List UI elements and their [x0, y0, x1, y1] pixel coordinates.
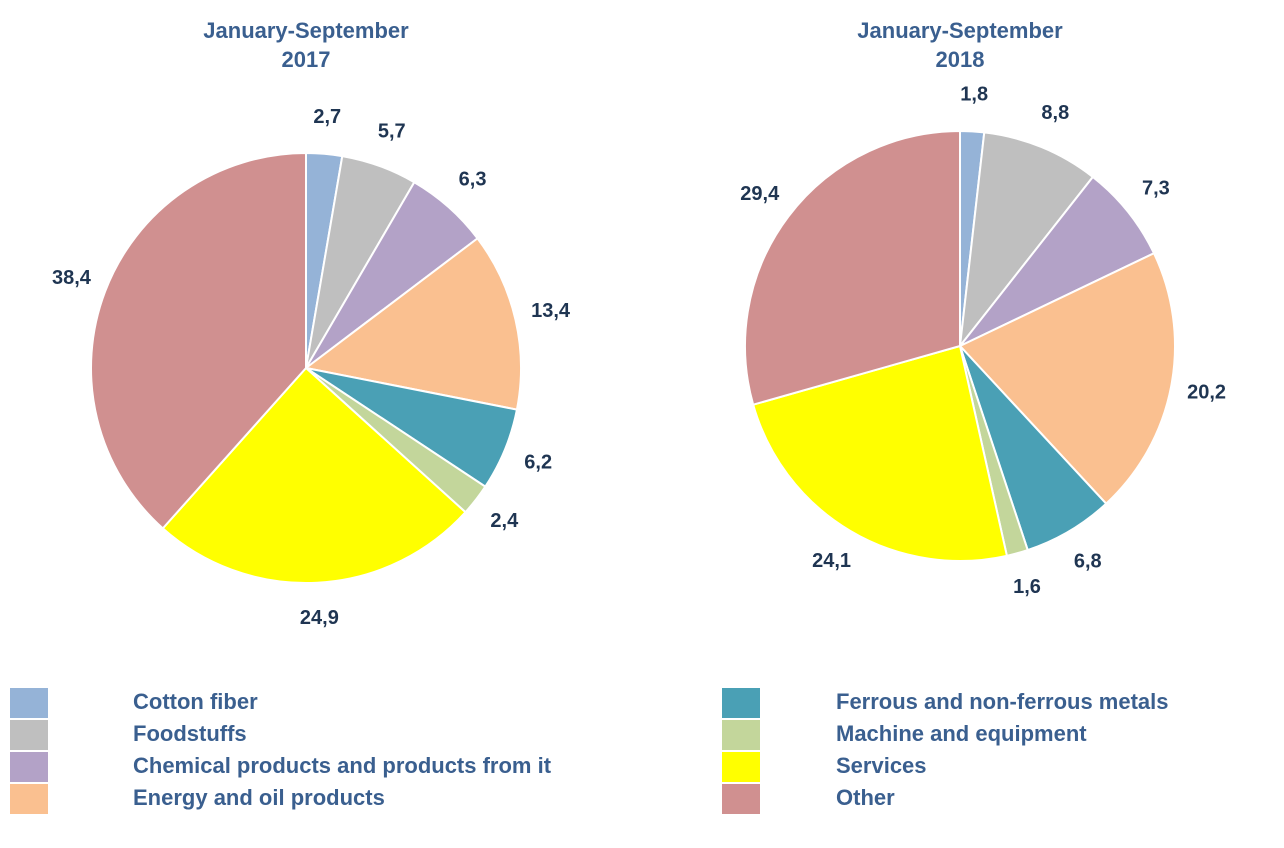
legend-swatch — [722, 720, 760, 750]
data-label: 6,2 — [524, 452, 552, 474]
data-label: 24,1 — [812, 550, 851, 572]
data-label: 29,4 — [740, 183, 780, 205]
data-label: 2,4 — [490, 510, 519, 532]
legend-label: Other — [836, 785, 895, 810]
data-label: 5,7 — [378, 120, 406, 142]
data-label: 24,9 — [300, 607, 339, 629]
data-label: 8,8 — [1041, 102, 1069, 124]
legend-label: Machine and equipment — [836, 721, 1087, 746]
legend-label: Ferrous and non-ferrous metals — [836, 689, 1169, 714]
data-label: 6,3 — [459, 169, 487, 191]
pie-slice — [959, 175, 1156, 347]
data-label: 13,4 — [531, 300, 571, 322]
pie-slice — [90, 151, 307, 530]
legend-label: Foodstuffs — [133, 721, 247, 746]
legend-swatch — [722, 688, 760, 718]
legend-label: Energy and oil products — [133, 785, 385, 810]
data-label: 38,4 — [52, 267, 92, 289]
data-label: 7,3 — [1142, 177, 1170, 199]
legend-label: Chemical products and products from it — [133, 753, 552, 778]
legend-label: Cotton fiber — [133, 689, 258, 714]
legend-swatch — [10, 688, 48, 718]
chart-title: January-September 2017 — [203, 18, 409, 72]
legend-swatch — [10, 784, 48, 814]
data-label: 20,2 — [1187, 381, 1226, 403]
data-label: 6,8 — [1074, 550, 1102, 572]
pie-slice — [751, 344, 1009, 562]
pie-slice — [958, 131, 1095, 350]
legend-swatch — [10, 720, 48, 750]
legend-swatch — [722, 784, 760, 814]
pie-slice — [744, 129, 961, 406]
legend-swatch — [722, 752, 760, 782]
pie-slice — [303, 236, 522, 411]
chart-title: January-September 2018 — [857, 18, 1063, 72]
pie-slice — [161, 366, 467, 584]
data-label: 1,6 — [1013, 576, 1041, 598]
pie-slice — [958, 251, 1176, 506]
data-label: 1,8 — [960, 84, 988, 106]
legend-label: Services — [836, 753, 927, 778]
data-label: 2,7 — [313, 106, 341, 128]
legend-swatch — [10, 752, 48, 782]
